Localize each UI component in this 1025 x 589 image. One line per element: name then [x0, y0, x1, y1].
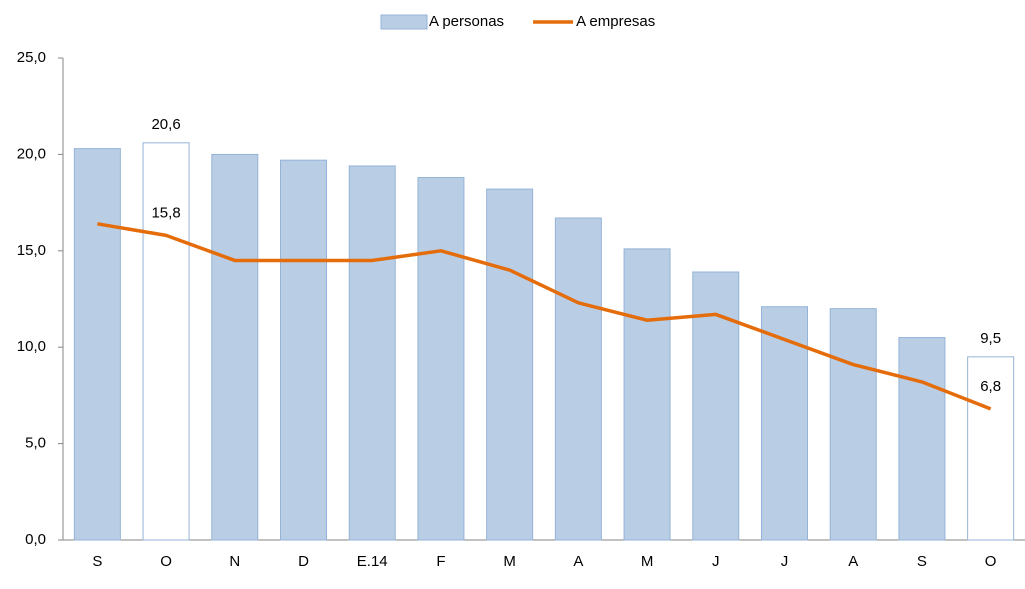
- x-tick-label: D: [298, 553, 309, 570]
- y-tick-label: 20,0: [17, 145, 46, 162]
- bar: [623, 248, 671, 541]
- x-tick-label: S: [917, 553, 927, 570]
- x-tick-label: M: [503, 553, 516, 570]
- bar-value-label: 9,5: [980, 330, 1001, 347]
- y-tick-label: 15,0: [17, 242, 46, 259]
- legend-swatch: [380, 14, 428, 30]
- y-tick-label: 5,0: [25, 435, 46, 452]
- x-tick-label: A: [573, 553, 583, 570]
- legend-label: A personas: [429, 13, 504, 30]
- x-tick-label: S: [92, 553, 102, 570]
- x-tick-label: J: [781, 553, 789, 570]
- line-value-label: 6,8: [980, 378, 1001, 395]
- bar: [73, 148, 121, 541]
- x-tick-label: O: [985, 553, 997, 570]
- bar: [280, 159, 327, 541]
- x-tick-label: O: [160, 553, 172, 570]
- x-tick-label: E.14: [357, 553, 388, 570]
- x-tick-label: M: [641, 553, 654, 570]
- bar: [486, 188, 534, 541]
- bar-value-label: 20,6: [151, 116, 180, 133]
- bar: [417, 177, 465, 541]
- y-tick-label: 10,0: [17, 338, 46, 355]
- line: [97, 222, 992, 411]
- bar: [211, 153, 259, 541]
- bar: [967, 356, 1015, 541]
- bar: [829, 308, 877, 541]
- y-tick-label: 25,0: [17, 49, 46, 66]
- x-tick-label: A: [848, 553, 858, 570]
- bar: [142, 142, 190, 541]
- x-tick-label: N: [229, 553, 240, 570]
- x-tick-label: J: [712, 553, 720, 570]
- bar: [692, 271, 740, 541]
- y-tick-label: 0,0: [25, 531, 46, 548]
- bar: [348, 165, 396, 541]
- legend-label: A empresas: [576, 13, 655, 30]
- x-tick-label: F: [436, 553, 445, 570]
- bar: [554, 217, 602, 541]
- bar: [761, 306, 808, 541]
- line-value-label: 15,8: [151, 204, 180, 221]
- bar: [898, 337, 946, 541]
